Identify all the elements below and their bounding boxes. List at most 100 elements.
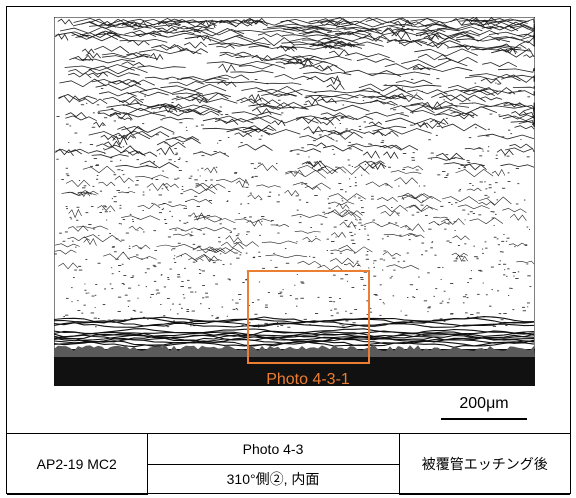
speckle (525, 244, 528, 246)
striation (65, 111, 87, 119)
speckle (462, 209, 466, 211)
speckle (444, 221, 446, 223)
striation (363, 221, 400, 228)
striation (151, 43, 183, 52)
speckle (93, 228, 96, 230)
speckle (363, 284, 367, 286)
speckle (514, 246, 516, 248)
speckle (238, 294, 242, 295)
speckle (83, 185, 87, 187)
speckle (490, 266, 494, 268)
striation (215, 177, 248, 184)
striation (120, 134, 135, 141)
speckle (527, 302, 530, 304)
speckle (124, 294, 128, 296)
speckle (303, 318, 307, 320)
striation (356, 58, 395, 63)
speckle (484, 241, 487, 243)
speckle (201, 270, 205, 272)
striation (236, 178, 250, 188)
speckle (94, 294, 97, 296)
speckle (79, 142, 82, 144)
speckle (260, 135, 263, 137)
striation (478, 21, 529, 30)
striation (183, 41, 207, 49)
speckle (445, 117, 448, 119)
speckle (260, 199, 262, 201)
speckle (102, 304, 106, 305)
speckle (495, 213, 497, 215)
speckle (126, 192, 129, 194)
speckle (529, 228, 530, 230)
speckle (476, 258, 479, 260)
striation (303, 125, 324, 135)
speckle (248, 305, 250, 306)
striation (59, 78, 107, 88)
speckle (423, 185, 426, 187)
speckle (440, 279, 442, 280)
speckle (91, 295, 95, 297)
speckle (221, 306, 224, 308)
speckle (152, 111, 156, 113)
striation (208, 42, 270, 48)
speckle (185, 161, 188, 163)
speckle (467, 213, 470, 215)
speckle (69, 216, 72, 218)
speckle (352, 322, 356, 324)
speckle (80, 104, 85, 106)
speckle (102, 124, 105, 126)
striation (327, 129, 353, 134)
striation (481, 25, 519, 32)
striation (395, 39, 428, 44)
speckle (216, 316, 220, 318)
striation (282, 34, 330, 37)
striation (233, 241, 259, 247)
striation (118, 98, 141, 106)
speckle (322, 211, 325, 213)
speckle (56, 116, 60, 117)
striation (455, 254, 468, 262)
speckle (472, 114, 475, 116)
striation (112, 135, 128, 146)
speckle (501, 240, 505, 242)
striation (443, 88, 495, 96)
speckle (248, 98, 252, 100)
speckle (395, 222, 398, 224)
speckle (218, 140, 222, 141)
speckle (433, 295, 435, 297)
striation (451, 45, 522, 49)
speckle (103, 205, 106, 207)
striation (358, 35, 387, 41)
striation (93, 121, 106, 128)
striation (464, 147, 484, 150)
speckle (488, 146, 490, 148)
striation (447, 44, 519, 51)
speckle (218, 241, 221, 243)
striation (365, 111, 410, 117)
speckle (188, 177, 192, 179)
speckle (402, 260, 406, 262)
speckle (146, 257, 149, 259)
striation (297, 164, 337, 172)
speckle (520, 139, 522, 140)
speckle (347, 159, 350, 161)
striation (383, 232, 420, 237)
striation (257, 163, 278, 171)
speckle (421, 90, 423, 92)
speckle (165, 78, 169, 80)
speckle (341, 325, 345, 327)
speckle (448, 298, 450, 300)
striation (156, 243, 194, 249)
speckle (358, 197, 361, 199)
striation (290, 148, 322, 153)
speckle (169, 110, 173, 112)
speckle (212, 262, 216, 264)
speckle (411, 157, 415, 159)
speckle (170, 309, 172, 311)
speckle (78, 180, 81, 181)
striation (55, 243, 80, 248)
speckle (493, 225, 495, 226)
speckle (128, 248, 131, 249)
speckle (423, 300, 428, 302)
striation (218, 63, 236, 73)
